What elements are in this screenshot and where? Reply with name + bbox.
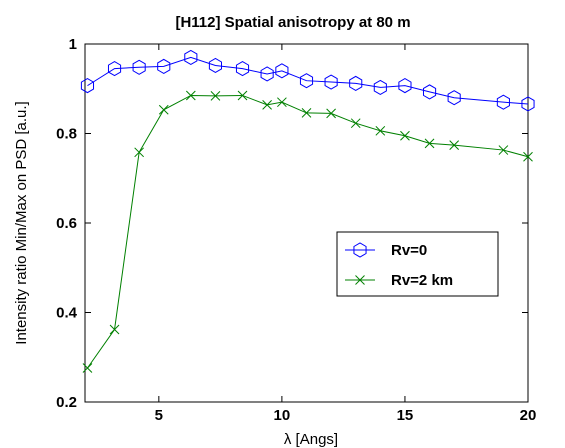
data-point-rv-0 (373, 79, 387, 95)
data-point-rv-2-km (262, 100, 272, 110)
data-point-rv-0 (422, 84, 437, 100)
data-point-rv-2-km (498, 145, 509, 155)
data-point-rv-0 (107, 61, 122, 77)
data-point-rv-0 (235, 61, 250, 77)
legend-entry-rv-2-km: Rv=2 km (345, 272, 453, 289)
data-point-rv-2-km (523, 151, 533, 162)
legend-box (336, 231, 499, 297)
data-point-rv-0 (447, 90, 461, 106)
data-point-rv-2-km (400, 130, 410, 141)
data-point-rv-0 (398, 78, 412, 94)
data-point-rv-2-km (185, 90, 196, 101)
data-point-rv-2-km (326, 108, 336, 119)
data-point-rv-0 (349, 75, 363, 91)
legend-label-rv-0: Rv=0 (391, 242, 427, 259)
data-point-rv-2-km (375, 125, 386, 136)
data-point-rv-0 (324, 74, 338, 90)
data-point-rv-0 (132, 59, 146, 75)
y-tick-label: 0.2 (56, 394, 77, 411)
data-point-rv-2-km (237, 90, 248, 101)
data-point-rv-0 (157, 58, 171, 74)
legend-entry-rv-0: Rv=0 (345, 242, 427, 259)
chart-title: [H112] Spatial anisotropy at 80 m (175, 14, 410, 31)
x-tick-label: 15 (397, 407, 414, 424)
data-point-rv-0 (496, 94, 510, 110)
data-point-rv-2-km (134, 147, 144, 158)
data-point-rv-0 (521, 96, 535, 112)
y-tick-label: 0.8 (56, 126, 77, 143)
y-tick-label: 0.4 (56, 305, 78, 322)
series-rv-2-km (82, 90, 533, 373)
data-point-rv-2-km (350, 118, 361, 129)
legend-marker-rv-2-km (355, 275, 365, 285)
y-tick-label: 0.6 (56, 215, 77, 232)
plot-frame (84, 43, 529, 403)
data-point-rv-0 (184, 49, 198, 66)
data-point-rv-0 (80, 78, 95, 94)
legend-entries: Rv=0 Rv=2 km (345, 242, 453, 289)
x-tick-label: 10 (274, 407, 291, 424)
axis-ticks: 5 10 15 20 0.2 0.4 0.6 0.8 1 (56, 36, 536, 424)
series-rv-0 (80, 49, 535, 112)
series-layer (80, 49, 535, 373)
data-point-rv-2-km (301, 108, 312, 118)
data-point-rv-2-km (158, 104, 169, 115)
data-point-rv-2-km (82, 363, 93, 373)
legend: Rv=0 Rv=2 km (336, 231, 499, 297)
data-point-rv-2-km (449, 140, 460, 150)
x-tick-label: 5 (155, 407, 163, 424)
x-tick-label: 20 (520, 407, 537, 424)
legend-marker-rv-0 (353, 242, 367, 258)
data-point-rv-2-km (210, 91, 221, 101)
y-axis-label: Intensity ratio Min/Max on PSD [a.u.] (13, 101, 30, 344)
data-point-rv-0 (260, 66, 274, 82)
data-point-rv-0 (299, 73, 314, 89)
x-axis-label: λ [Angs] (284, 431, 338, 448)
series-line-rv-0 (87, 56, 529, 105)
y-tick-label: 1 (69, 36, 77, 53)
data-point-rv-2-km (109, 324, 120, 335)
data-point-rv-0 (208, 57, 222, 74)
data-point-rv-2-km (424, 138, 435, 149)
data-point-rv-2-km (277, 97, 287, 108)
series-line-rv-2-km (87, 94, 529, 369)
data-point-rv-0 (275, 63, 289, 79)
legend-label-rv-2-km: Rv=2 km (391, 272, 453, 289)
